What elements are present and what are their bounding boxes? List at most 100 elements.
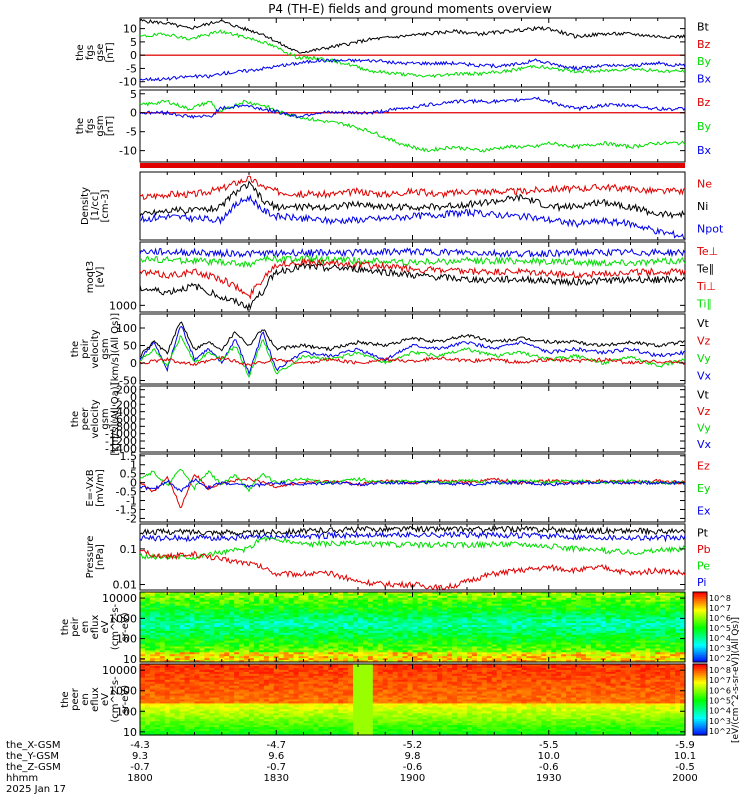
heatmap-cell xyxy=(313,595,319,599)
heatmap-cell xyxy=(580,625,587,628)
heatmap-cell xyxy=(273,642,280,646)
heatmap-cell xyxy=(194,607,201,611)
heatmap-cell xyxy=(258,648,265,651)
heatmap-cell xyxy=(169,671,176,675)
heatmap-cell xyxy=(595,609,602,613)
heatmap-cell xyxy=(536,656,542,659)
heatmap-cell xyxy=(159,615,166,618)
heatmap-cell xyxy=(427,615,433,618)
heatmap-cell xyxy=(209,619,215,622)
heatmap-cell xyxy=(174,650,181,653)
heatmap-cell xyxy=(258,615,265,618)
heatmap-cell xyxy=(149,725,156,728)
heatmap-cell xyxy=(338,656,344,659)
heatmap-cell xyxy=(496,636,503,640)
heatmap-cell xyxy=(298,640,305,644)
heatmap-cell xyxy=(615,656,622,659)
heatmap-cell xyxy=(655,599,661,603)
heatmap-cell xyxy=(367,642,374,646)
heatmap-cell xyxy=(318,648,324,651)
heatmap-cell xyxy=(184,623,191,626)
heatmap-cell xyxy=(506,625,513,628)
heatmap-cell xyxy=(397,617,404,620)
heatmap-cell xyxy=(323,644,329,648)
heatmap-cell xyxy=(541,646,547,649)
heatmap-cell xyxy=(263,617,270,620)
y-tick-label: 1 xyxy=(130,459,137,472)
heatmap-cell xyxy=(154,667,161,671)
heatmap-cell xyxy=(590,640,597,644)
heatmap-cell xyxy=(154,707,161,710)
heatmap-cell xyxy=(258,599,265,603)
heatmap-cell xyxy=(645,638,651,642)
heatmap-cell xyxy=(412,592,419,595)
heatmap-cell xyxy=(253,615,260,618)
heatmap-cell xyxy=(263,648,270,651)
heatmap-cell xyxy=(506,630,513,634)
heatmap-cell xyxy=(140,599,146,603)
heatmap-cell xyxy=(149,632,156,636)
heatmap-cell xyxy=(353,650,359,653)
heatmap-cell xyxy=(278,628,285,632)
heatmap-cell xyxy=(566,597,572,601)
heatmap-cell xyxy=(278,615,285,618)
heatmap-cell xyxy=(546,640,552,644)
heatmap-cell xyxy=(680,640,686,644)
heatmap-cell xyxy=(501,617,508,620)
heatmap-cell xyxy=(263,615,270,618)
y-axis-label: the xyxy=(70,341,81,357)
heatmap-cell xyxy=(204,601,210,605)
heatmap-cell xyxy=(660,648,666,651)
heatmap-cell xyxy=(521,601,528,605)
heatmap-cell xyxy=(437,621,443,624)
heatmap-cell xyxy=(308,601,314,605)
heatmap-cell xyxy=(253,627,260,630)
heatmap-cell xyxy=(298,611,305,614)
heatmap-cell xyxy=(298,628,305,632)
heatmap-cell xyxy=(486,609,493,613)
heatmap-cell xyxy=(412,603,419,607)
heatmap-cell xyxy=(204,617,210,620)
heatmap-cell xyxy=(298,609,305,613)
heatmap-cell xyxy=(313,617,319,620)
heatmap-cell xyxy=(566,619,572,622)
heatmap-cell xyxy=(179,619,186,622)
y-axis-label: the xyxy=(60,619,71,635)
heatmap-cell xyxy=(159,603,166,607)
heatmap-cell xyxy=(580,640,587,644)
heatmap-cell xyxy=(273,627,280,630)
heatmap-cell xyxy=(308,623,314,626)
heatmap-cell xyxy=(244,599,250,603)
heatmap-cell xyxy=(239,638,245,642)
heatmap-cell xyxy=(417,603,423,607)
heatmap-cell xyxy=(615,652,622,655)
heatmap-cell xyxy=(610,593,617,597)
heatmap-cell xyxy=(328,652,334,655)
heatmap-cell xyxy=(556,640,562,644)
heatmap-cell xyxy=(189,611,196,614)
heatmap-cell xyxy=(590,599,597,603)
heatmap-cell xyxy=(313,611,319,614)
heatmap-cell xyxy=(214,593,220,597)
heatmap-cell xyxy=(506,636,513,640)
heatmap-cell xyxy=(590,592,597,595)
heatmap-cell xyxy=(194,667,201,671)
heatmap-cell xyxy=(447,638,453,642)
heatmap-cell xyxy=(323,630,329,634)
heatmap-cell xyxy=(496,644,503,648)
heatmap-cell xyxy=(159,675,166,679)
heatmap-cell xyxy=(149,729,156,732)
heatmap-cell xyxy=(516,648,523,651)
heatmap-cell xyxy=(496,640,503,644)
heatmap-cell xyxy=(576,619,582,622)
heatmap-cell xyxy=(288,640,295,644)
heatmap-cell xyxy=(511,648,518,651)
heatmap-cell xyxy=(417,636,423,640)
heatmap-cell xyxy=(407,625,414,628)
heatmap-cell xyxy=(660,634,666,638)
heatmap-cell xyxy=(144,605,151,609)
heatmap-cell xyxy=(675,605,681,609)
heatmap-cell xyxy=(526,611,532,614)
heatmap-cell xyxy=(551,640,557,644)
heatmap-cell xyxy=(273,652,280,655)
